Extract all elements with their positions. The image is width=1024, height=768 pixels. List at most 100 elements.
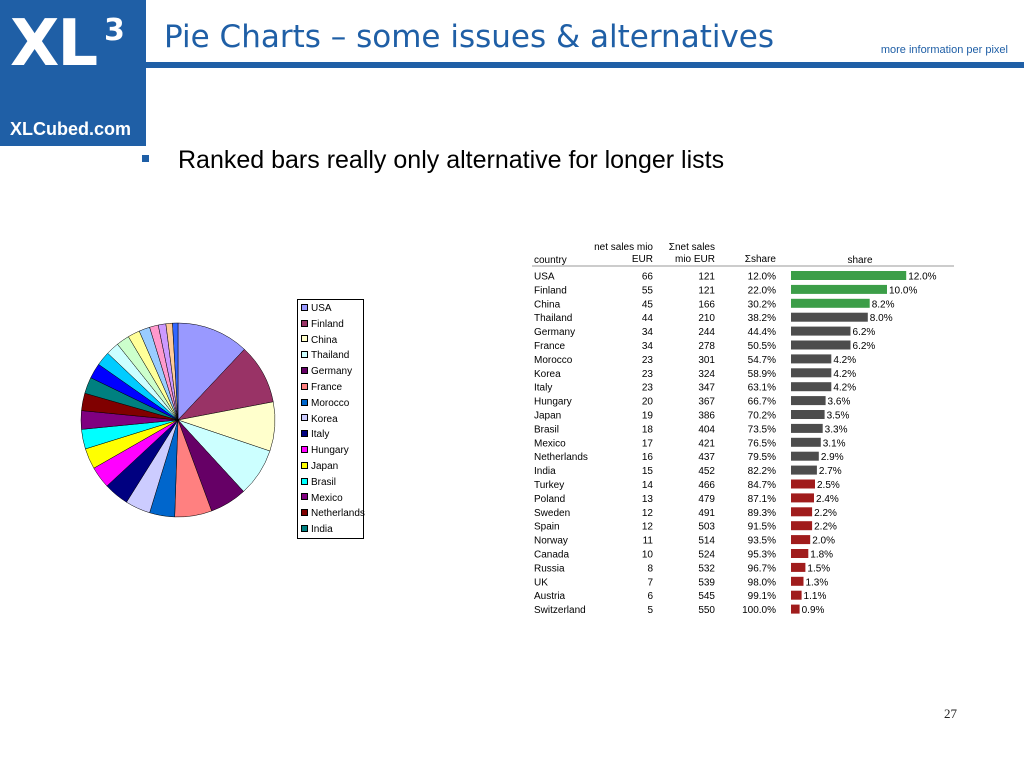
legend-item: France: [301, 381, 342, 395]
legend-item: Morocco: [301, 397, 349, 411]
table-cell-cumulative-share: 63.1%: [748, 383, 776, 394]
table-cell-cumulative-share: 96.7%: [748, 563, 776, 574]
legend-swatch: [301, 525, 308, 533]
legend-swatch: [301, 477, 308, 485]
header-country: country: [534, 255, 567, 266]
header-cumulative-share: Σshare: [745, 254, 777, 265]
legend-label: Hungary: [311, 445, 349, 457]
legend-label: Netherlands: [311, 508, 365, 520]
table-cell-country: Italy: [534, 383, 552, 394]
share-bar: [791, 535, 811, 545]
table-cell-cumulative: 121: [698, 272, 715, 283]
table-cell-cumulative-share: 22.0%: [748, 285, 776, 296]
table-cell-sales: 17: [642, 438, 654, 449]
share-bar-label: 8.2%: [872, 299, 895, 310]
table-cell-cumulative-share: 99.1%: [748, 591, 776, 602]
table-cell-cumulative: 301: [698, 355, 715, 366]
share-bar-label: 2.9%: [821, 452, 844, 463]
table-cell-sales: 55: [642, 285, 654, 296]
table-cell-sales: 20: [642, 397, 654, 408]
share-bar: [791, 368, 832, 378]
share-bar: [791, 271, 907, 280]
share-bar: [791, 590, 802, 600]
table-cell-country: USA: [534, 272, 555, 283]
share-bar: [791, 493, 814, 503]
table-cell-country: China: [534, 299, 561, 310]
share-bar-label: 0.9%: [802, 605, 825, 616]
legend-label: Morocco: [311, 397, 350, 409]
legend-item: Brasil: [301, 476, 336, 490]
table-cell-cumulative: 532: [698, 563, 715, 574]
legend-swatch: [301, 493, 308, 501]
slide-title: Pie Charts – some issues & alternatives: [164, 19, 775, 55]
table-cell-sales: 16: [642, 452, 654, 463]
legend-label: Brasil: [311, 476, 337, 488]
share-bar: [791, 562, 806, 572]
table-cell-cumulative-share: 70.2%: [748, 411, 776, 422]
table-cell-cumulative: 324: [698, 369, 715, 380]
table-cell-sales: 12: [642, 508, 654, 519]
share-bar-label: 2.2%: [814, 522, 837, 533]
table-cell-country: Finland: [534, 285, 567, 296]
table-cell-country: Austria: [534, 591, 566, 602]
table-cell-country: Switzerland: [534, 605, 586, 616]
legend-swatch: [301, 398, 308, 406]
table-cell-cumulative: 539: [698, 577, 715, 588]
table-cell-country: Thailand: [534, 313, 572, 324]
table-cell-sales: 14: [642, 480, 654, 491]
legend-item: Finland: [301, 318, 344, 332]
share-bar: [791, 465, 817, 475]
table-cell-cumulative-share: 100.0%: [742, 605, 776, 616]
share-bar: [791, 312, 868, 322]
table-cell-cumulative: 437: [698, 452, 715, 463]
share-bar-label: 4.2%: [833, 355, 856, 366]
legend-label: Italy: [311, 429, 330, 441]
share-bar-label: 8.0%: [870, 313, 893, 324]
table-cell-cumulative: 503: [698, 522, 715, 533]
table-cell-cumulative: 491: [698, 508, 715, 519]
table-cell-country: UK: [534, 577, 548, 588]
table-cell-cumulative-share: 66.7%: [748, 397, 776, 408]
share-bar-label: 3.6%: [828, 397, 851, 408]
table-cell-country: Turkey: [534, 480, 564, 491]
legend-item: Netherlands: [301, 507, 365, 521]
header-sales-unit: EUR: [632, 254, 653, 265]
share-bar-label: 1.8%: [810, 550, 833, 561]
table-cell-sales: 8: [647, 563, 653, 574]
legend-swatch: [301, 414, 308, 422]
share-bar-label: 1.1%: [804, 591, 827, 602]
share-bar-label: 2.4%: [816, 494, 839, 505]
table-cell-cumulative-share: 38.2%: [748, 313, 776, 324]
legend-swatch: [301, 446, 308, 454]
legend-label: France: [311, 382, 343, 393]
legend-item: Italy: [301, 428, 329, 442]
pie-slice-switzerland: [172, 322, 179, 421]
logo-url: XLCubed.com: [10, 119, 132, 139]
table-cell-sales: 18: [642, 424, 654, 435]
share-bar-label: 6.2%: [853, 327, 876, 338]
table-cell-country: Mexico: [534, 438, 566, 449]
table-cell-cumulative: 479: [698, 494, 715, 505]
table-cell-sales: 13: [642, 494, 654, 505]
table-cell-sales: 15: [642, 466, 654, 477]
table-cell-country: Hungary: [534, 397, 572, 408]
table-cell-cumulative-share: 58.9%: [748, 369, 776, 380]
legend-swatch: [301, 351, 308, 359]
share-bar: [791, 354, 832, 364]
table-cell-country: Morocco: [534, 355, 573, 366]
table-cell-cumulative: 524: [698, 550, 715, 561]
share-bar-label: 1.3%: [805, 577, 828, 588]
logo-superscript: 3: [104, 13, 125, 48]
table-cell-cumulative-share: 44.4%: [748, 327, 776, 338]
legend-item: Germany: [301, 365, 352, 379]
table-cell-country: Russia: [534, 563, 565, 574]
share-bar-label: 6.2%: [853, 341, 876, 352]
bullet-square-icon: [142, 155, 149, 162]
table-cell-country: Korea: [534, 369, 561, 380]
title-divider: [146, 62, 1024, 68]
pie-slice-usa: [177, 322, 245, 421]
legend-swatch: [301, 303, 308, 311]
legend-label: Germany: [311, 366, 353, 378]
table-cell-sales: 23: [642, 355, 654, 366]
